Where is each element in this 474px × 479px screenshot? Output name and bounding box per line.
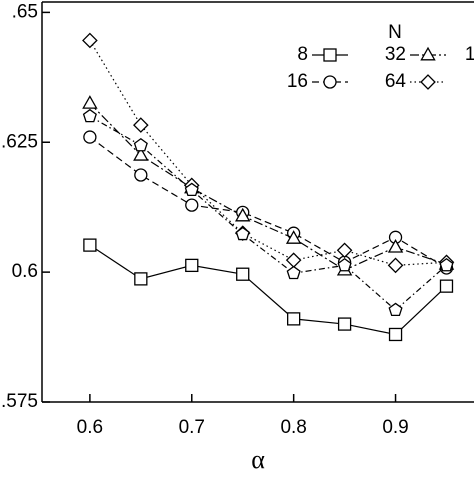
marker xyxy=(184,182,199,197)
y-tick-label: .575 xyxy=(1,391,38,412)
marker xyxy=(185,258,199,273)
marker xyxy=(236,267,250,281)
marker xyxy=(133,137,148,152)
legend-label: 32 xyxy=(385,44,406,65)
marker xyxy=(83,130,97,144)
y-tick-label: .625 xyxy=(1,131,38,152)
marker xyxy=(134,168,148,182)
marker xyxy=(337,257,352,272)
legend-label: 64 xyxy=(385,71,407,92)
marker xyxy=(336,242,353,259)
plot-area xyxy=(82,32,455,342)
series-line xyxy=(89,244,447,336)
marker xyxy=(82,108,97,123)
y-tick-label: .65 xyxy=(12,1,38,22)
marker xyxy=(235,226,250,241)
marker xyxy=(185,198,199,212)
marker xyxy=(235,207,251,222)
series-line xyxy=(89,115,447,311)
marker xyxy=(387,238,404,253)
legend-label: 8 xyxy=(297,44,308,65)
marker xyxy=(323,48,337,62)
marker xyxy=(134,272,148,286)
marker xyxy=(286,265,301,280)
marker xyxy=(82,32,98,49)
x-tick-label: 0.7 xyxy=(179,417,205,438)
series-line xyxy=(89,102,447,271)
legend-label: 12 xyxy=(465,44,474,65)
marker xyxy=(285,252,302,269)
marker xyxy=(387,257,404,274)
marker xyxy=(287,312,301,326)
marker xyxy=(133,117,149,133)
marker xyxy=(133,147,149,161)
marker xyxy=(388,327,403,342)
axes-frame xyxy=(41,1,474,403)
marker xyxy=(83,238,97,252)
marker xyxy=(439,257,454,272)
legend-label: 16 xyxy=(287,71,308,92)
legend-title: N xyxy=(388,22,402,43)
y-tick-label: 0.6 xyxy=(12,261,38,282)
marker xyxy=(285,230,302,244)
marker xyxy=(420,74,436,90)
marker xyxy=(420,46,436,61)
series-line xyxy=(89,40,447,266)
x-axis-label: α xyxy=(251,445,265,474)
x-tick-label: 0.9 xyxy=(382,417,408,438)
marker xyxy=(82,95,98,109)
marker xyxy=(388,302,403,317)
marker xyxy=(337,317,352,331)
series-line xyxy=(89,136,447,269)
x-tick-label: 0.8 xyxy=(280,417,306,438)
marker xyxy=(323,75,337,89)
marker xyxy=(439,279,454,293)
x-tick-label: 0.6 xyxy=(77,417,103,438)
